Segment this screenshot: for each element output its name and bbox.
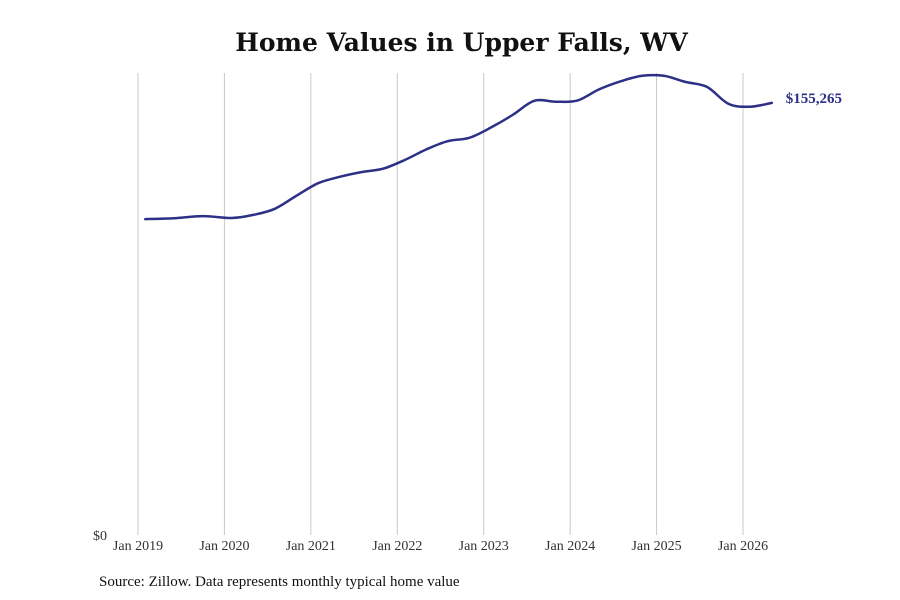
chart-title: Home Values in Upper Falls, WV: [235, 28, 688, 57]
series-group: [143, 73, 774, 221]
grid-lines: [137, 73, 744, 535]
x-tick-label: Jan 2021: [286, 539, 336, 554]
end-value-label: $155,265: [786, 91, 842, 107]
x-tick-label: Jan 2025: [631, 539, 681, 554]
x-tick-label: Jan 2019: [113, 539, 163, 554]
y-tick-label: $0: [93, 529, 107, 544]
x-axis-ticks: Jan 2019 Jan 2020 Jan 2021 Jan 2022 Jan 2023…: [113, 539, 768, 554]
home-value-line: [143, 73, 774, 221]
data-labels: $155,265: [786, 91, 842, 107]
source-note: Source: Zillow. Data represents monthly …: [99, 574, 460, 590]
x-tick-label: Jan 2023: [459, 539, 509, 554]
x-tick-label: Jan 2020: [199, 539, 249, 554]
x-tick-label: Jan 2022: [372, 539, 422, 554]
x-tick-label: Jan 2024: [545, 539, 595, 554]
y-axis-ticks: $0: [93, 529, 107, 544]
x-tick-label: Jan 2026: [718, 539, 768, 554]
